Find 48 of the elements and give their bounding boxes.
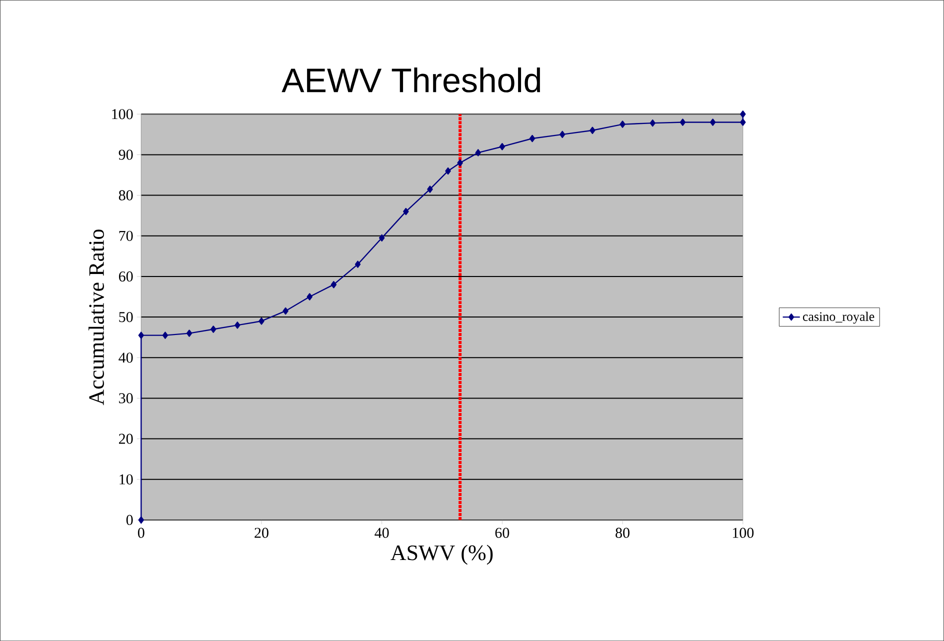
x-tick-label: 40 [374, 528, 389, 538]
point [680, 118, 686, 126]
y-tick-label: 30 [119, 393, 133, 404]
point [210, 326, 216, 333]
point [529, 134, 536, 142]
point [258, 317, 264, 325]
y-tick-label: 40 [118, 352, 133, 363]
point [740, 118, 746, 126]
x-tick-label: 60 [495, 528, 510, 538]
x-tick-label: 0 [138, 528, 144, 538]
point [560, 130, 566, 138]
y-tick-label: 60 [118, 271, 133, 282]
x-tick-label: 80 [616, 528, 630, 538]
point [445, 167, 451, 174]
point [306, 293, 312, 300]
x-tick-label: 20 [254, 528, 268, 538]
x-tick-label: 100 [732, 528, 754, 538]
y-tick-label: 20 [119, 434, 133, 444]
y-tick-label: 10 [120, 474, 133, 484]
point [138, 516, 144, 524]
point [710, 118, 716, 126]
point [162, 332, 168, 339]
point [590, 126, 596, 134]
point [330, 280, 337, 288]
point [378, 234, 385, 242]
y-tick-label: 50 [119, 312, 133, 322]
point [475, 149, 481, 156]
point [740, 110, 746, 118]
point [620, 120, 626, 128]
point [403, 208, 409, 216]
point [650, 119, 656, 127]
y-tick-label: 70 [119, 230, 133, 241]
point [282, 307, 288, 315]
y-tick-label: 100 [112, 109, 133, 120]
legend-label: casino_royale [802, 312, 874, 324]
x-axis-title: ASWV (%) [390, 544, 493, 565]
point [354, 260, 361, 268]
point [499, 142, 506, 150]
y-tick-label: 90 [118, 150, 133, 160]
point [138, 332, 144, 339]
chart-title: AEWV Threshold [282, 67, 540, 92]
y-tick-label: 0 [126, 514, 133, 525]
point [427, 186, 433, 193]
point [186, 330, 192, 337]
y-axis-title: Accumulative Ratio [88, 230, 104, 406]
y-tick-label: 80 [118, 190, 133, 200]
point [457, 159, 463, 166]
point [234, 322, 240, 329]
